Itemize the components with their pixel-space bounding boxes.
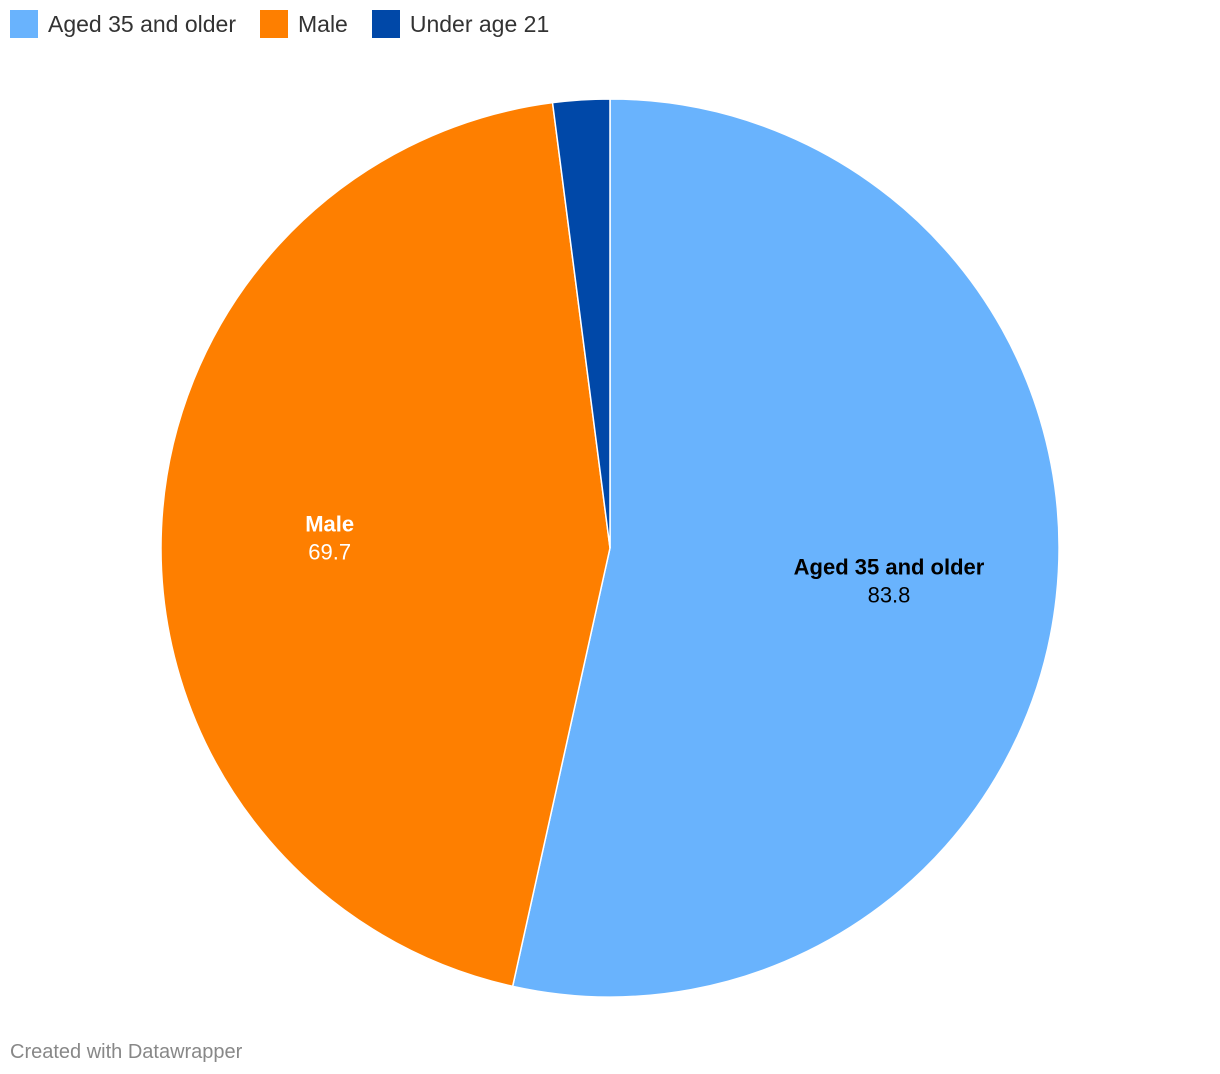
pie-slices: [160, 98, 1060, 998]
data-label-value-aged-35-and-older: 83.8: [868, 583, 911, 608]
data-label-name-aged-35-and-older: Aged 35 and older: [794, 555, 985, 580]
legend-label: Under age 21: [409, 10, 550, 37]
legend-swatch: [10, 10, 38, 38]
legend-label: Male: [298, 10, 348, 37]
credit-footer: Created with Datawrapper: [10, 1041, 243, 1063]
pie-slice-under-age-21: [551, 98, 611, 549]
legend-item-male: Male: [260, 10, 348, 38]
legend-item-under-age-21: Under age 21: [371, 10, 550, 38]
pie-slice-aged-35-and-older: [511, 98, 1060, 998]
legend-swatch: [260, 10, 288, 38]
pie-data-labels: Aged 35 and older 83.8 Male 69.7: [305, 511, 985, 607]
legend-label: Aged 35 and older: [48, 10, 236, 37]
legend-swatch: [371, 10, 400, 38]
data-label-name-male: Male: [305, 511, 354, 536]
legend-item-aged-35-and-older: Aged 35 and older: [10, 10, 236, 38]
legend: Aged 35 and older Male Under age 21: [10, 10, 573, 38]
data-label-value-male: 69.7: [308, 539, 351, 564]
pie-slice-male: [160, 101, 611, 988]
